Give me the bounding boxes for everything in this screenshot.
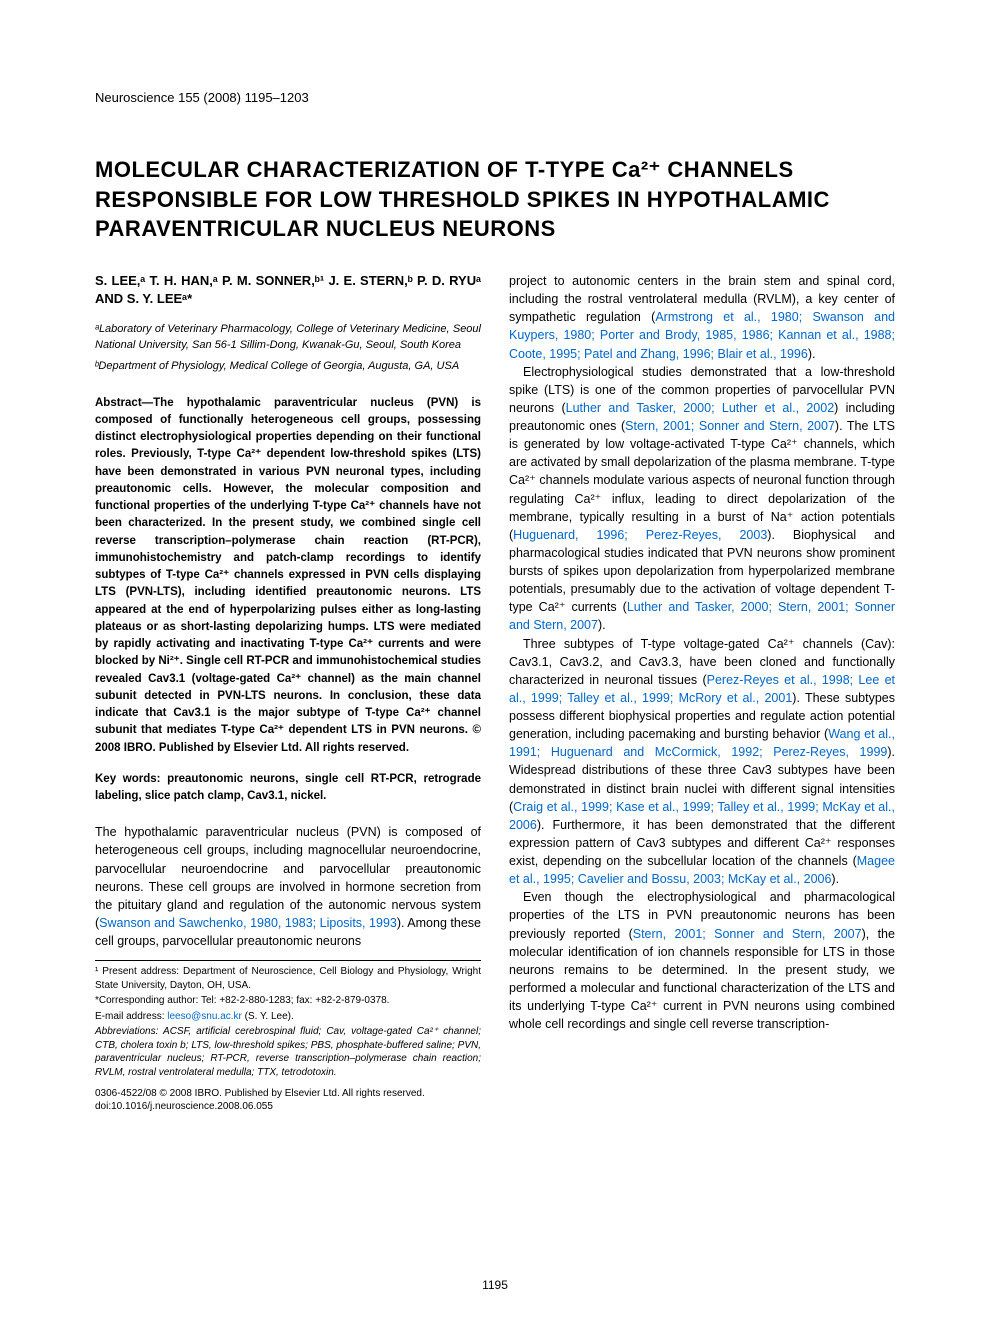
email-label: E-mail address:: [95, 1011, 167, 1022]
p3-text-d: ). Furthermore, it has been demonstrated…: [509, 818, 895, 868]
p4-text-b: ), the molecular identification of ion c…: [509, 927, 895, 1032]
right-column: project to autonomic centers in the brai…: [509, 272, 895, 1113]
col2-paragraph-4: Even though the electrophysiological and…: [509, 888, 895, 1033]
p1-text-b: ).: [808, 347, 816, 361]
author-list: S. LEE,ᵃ T. H. HAN,ᵃ P. M. SONNER,ᵇ¹ J. …: [95, 272, 481, 308]
footnote-email: E-mail address: leeso@snu.ac.kr (S. Y. L…: [95, 1010, 481, 1024]
citation-link[interactable]: Luther and Tasker, 2000; Luther et al., …: [566, 401, 835, 415]
intro-paragraph-1: The hypothalamic paraventricular nucleus…: [95, 823, 481, 950]
affiliation-b: ᵇDepartment of Physiology, Medical Colle…: [95, 359, 481, 374]
left-column: S. LEE,ᵃ T. H. HAN,ᵃ P. M. SONNER,ᵇ¹ J. …: [95, 272, 481, 1113]
footnote-abbreviations: Abbreviations: ACSF, artificial cerebros…: [95, 1025, 481, 1079]
col2-paragraph-3: Three subtypes of T-type voltage-gated C…: [509, 635, 895, 889]
abstract: Abstract—The hypothalamic paraventricula…: [95, 395, 481, 757]
copyright-line: 0306-4522/08 © 2008 IBRO. Published by E…: [95, 1087, 481, 1100]
intro-p1-text-a: The hypothalamic paraventricular nucleus…: [95, 825, 481, 930]
footnotes: ¹ Present address: Department of Neurosc…: [95, 960, 481, 1079]
citation-link[interactable]: Stern, 2001; Sonner and Stern, 2007: [633, 927, 862, 941]
email-link[interactable]: leeso@snu.ac.kr: [167, 1011, 242, 1022]
citation-link[interactable]: Stern, 2001; Sonner and Stern, 2007: [625, 419, 835, 433]
footnote-present-address: ¹ Present address: Department of Neurosc…: [95, 965, 481, 992]
email-suffix: (S. Y. Lee).: [242, 1011, 294, 1022]
footnote-corresponding: *Corresponding author: Tel: +82-2-880-12…: [95, 994, 481, 1008]
col2-paragraph-1: project to autonomic centers in the brai…: [509, 272, 895, 363]
article-title: MOLECULAR CHARACTERIZATION OF T-TYPE Ca²…: [95, 155, 895, 244]
page-number: 1195: [482, 1278, 508, 1292]
affiliations: ᵃLaboratory of Veterinary Pharmacology, …: [95, 322, 481, 374]
journal-citation: Neuroscience 155 (2008) 1195–1203: [95, 90, 895, 105]
doi-line: doi:10.1016/j.neuroscience.2008.06.055: [95, 1100, 481, 1113]
col2-paragraph-2: Electrophysiological studies demonstrate…: [509, 363, 895, 635]
affiliation-a: ᵃLaboratory of Veterinary Pharmacology, …: [95, 322, 481, 353]
keywords: Key words: preautonomic neurons, single …: [95, 771, 481, 806]
citation-link[interactable]: Swanson and Sawchenko, 1980, 1983; Lipos…: [99, 916, 397, 930]
copyright-block: 0306-4522/08 © 2008 IBRO. Published by E…: [95, 1087, 481, 1113]
citation-link[interactable]: Huguenard, 1996; Perez-Reyes, 2003: [513, 528, 767, 542]
p3-text-e: ).: [831, 872, 839, 886]
p2-text-e: ).: [598, 618, 606, 632]
p2-text-c: ). The LTS is generated by low voltage-a…: [509, 419, 895, 542]
two-column-layout: S. LEE,ᵃ T. H. HAN,ᵃ P. M. SONNER,ᵇ¹ J. …: [95, 272, 895, 1113]
